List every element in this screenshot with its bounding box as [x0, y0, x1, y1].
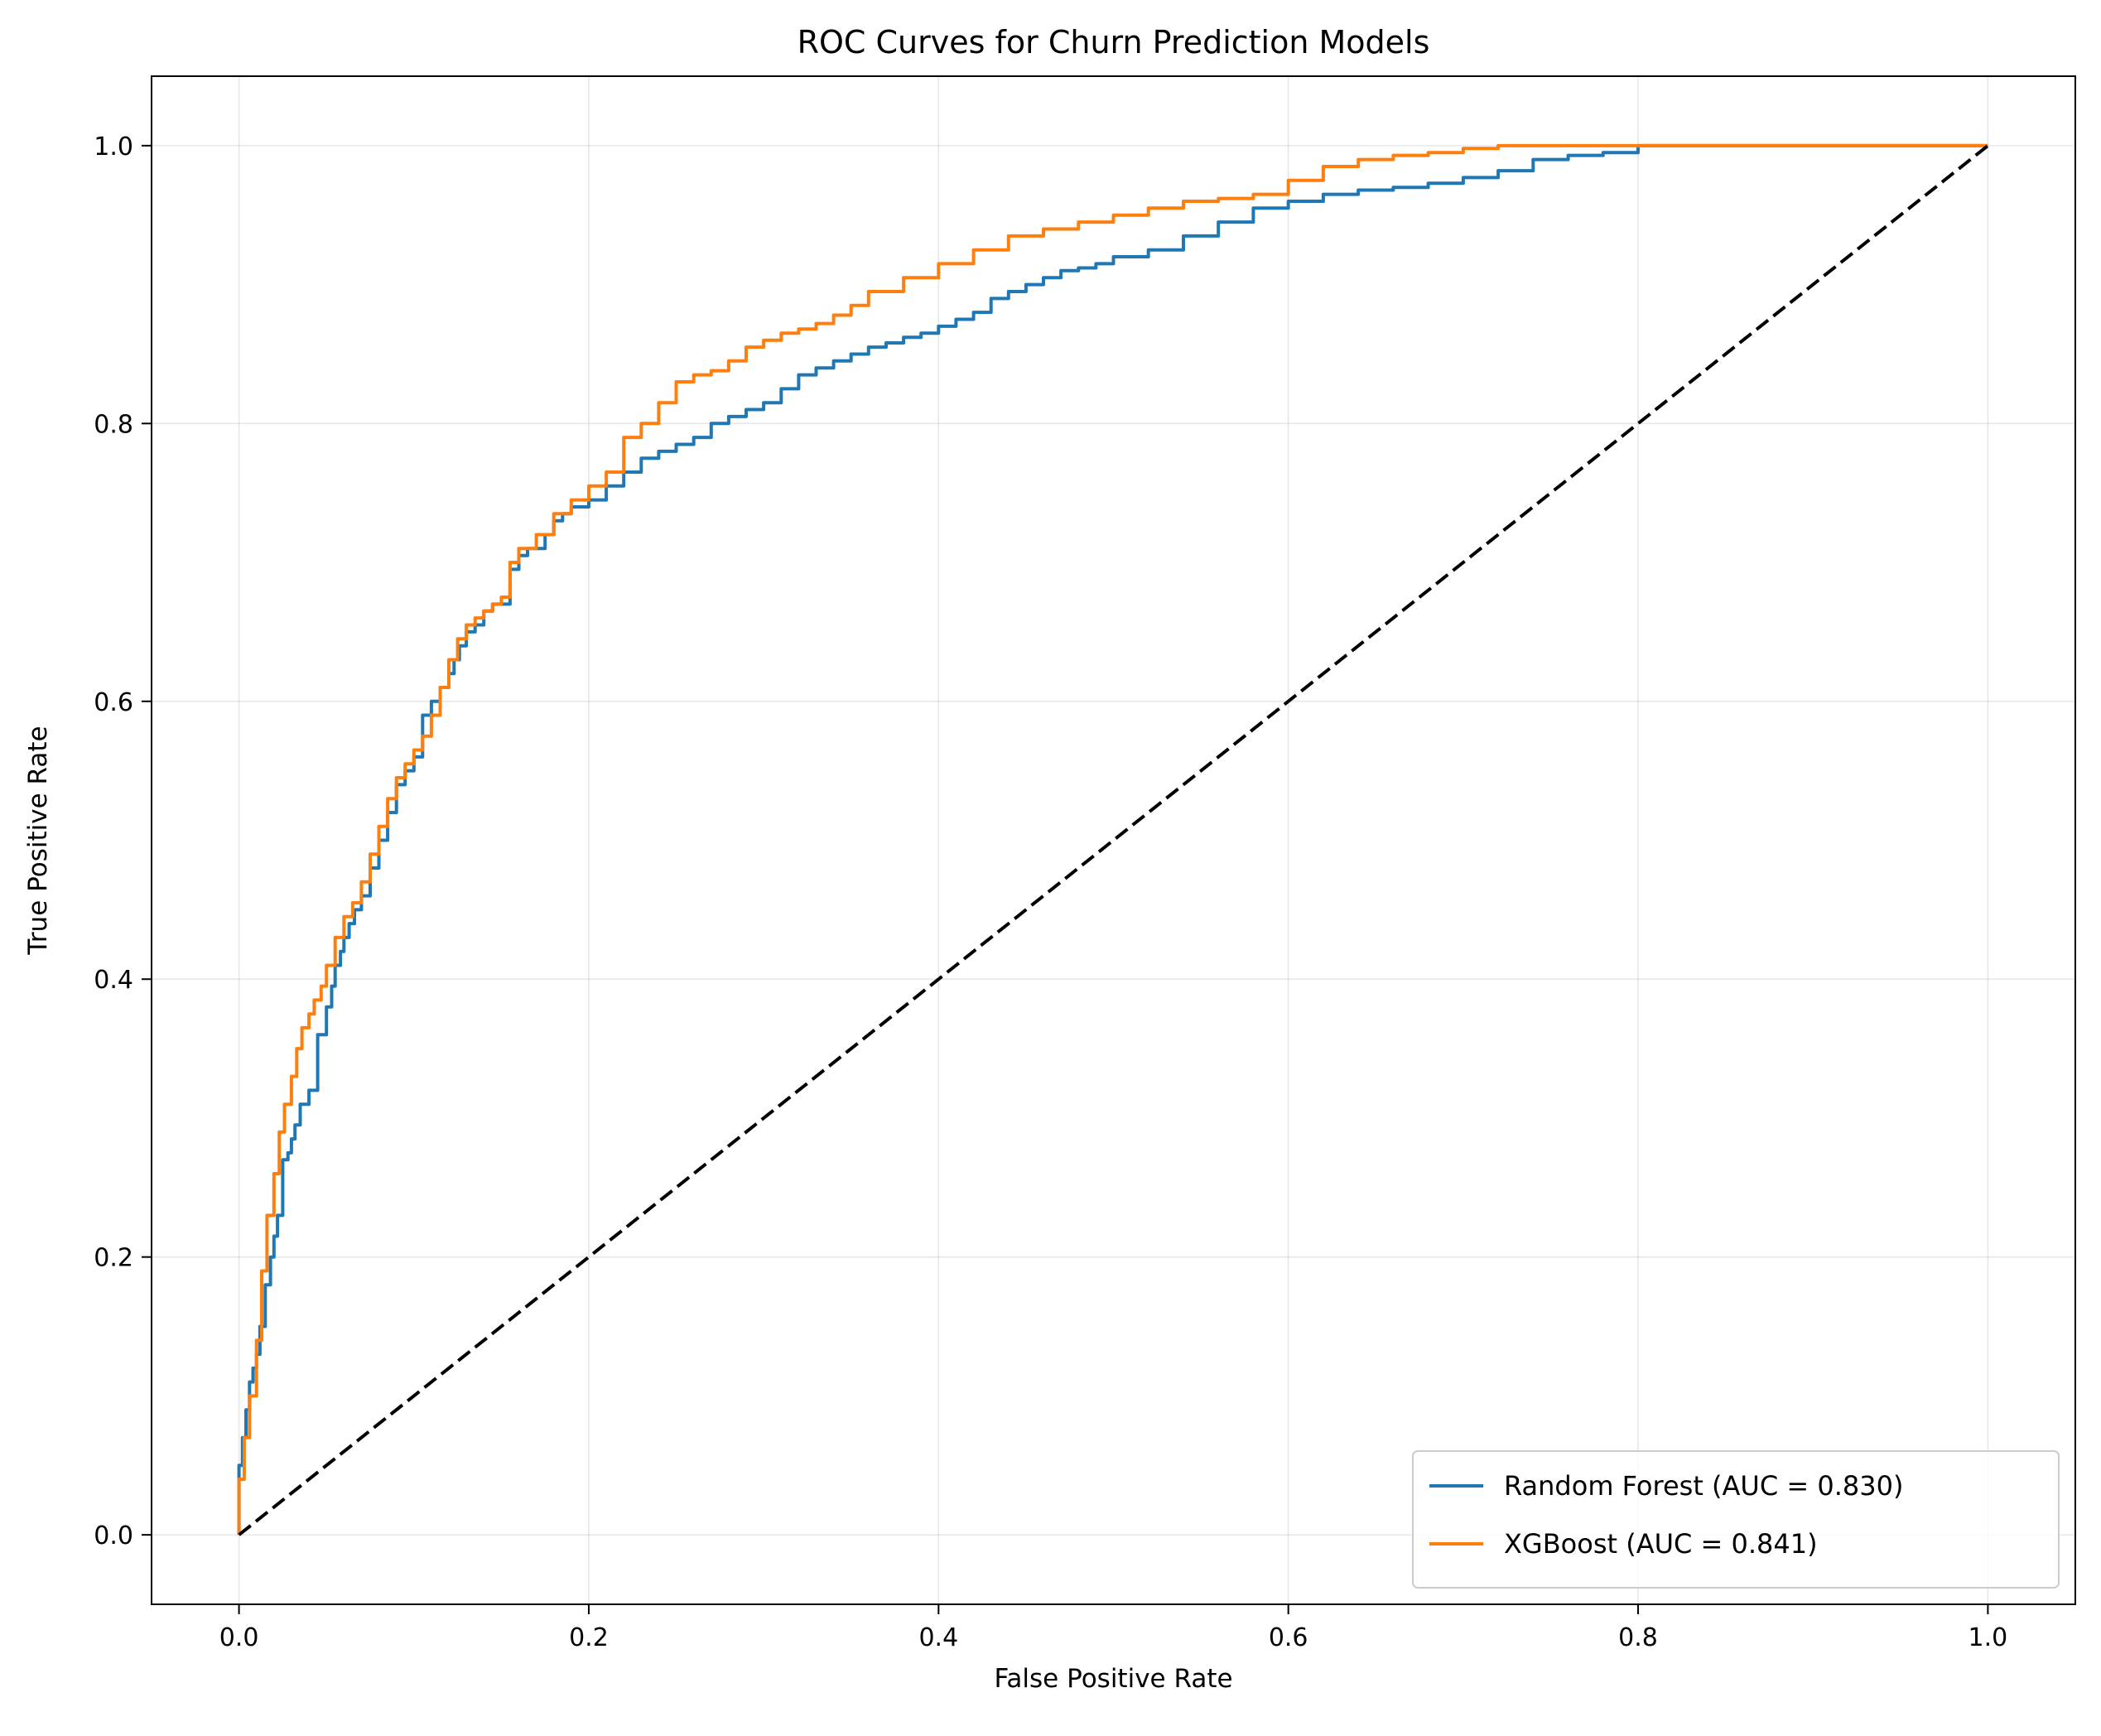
x-tick-label: 1.0 [1968, 1623, 2008, 1652]
x-tick-label: 0.8 [1618, 1623, 1658, 1652]
y-tick-label: 0.0 [94, 1521, 133, 1550]
x-tick-label: 0.6 [1269, 1623, 1308, 1652]
y-tick-label: 0.4 [94, 966, 133, 995]
x-tick-label: 0.4 [918, 1623, 958, 1652]
series-layer [237, 143, 1989, 1536]
y-axis-label: True Positive Rate [23, 726, 53, 955]
x-axis-label: False Positive Rate [994, 1664, 1232, 1694]
x-tick-label: 0.0 [219, 1623, 259, 1652]
y-tick-label: 0.6 [94, 688, 133, 717]
y-tick-label: 0.2 [94, 1244, 133, 1273]
diagonal-reference-line [238, 144, 1989, 1536]
y-tick-label: 0.8 [94, 410, 133, 439]
legend-entry: XGBoost (AUC = 0.841) [1504, 1528, 1818, 1560]
legend: Random Forest (AUC = 0.830) XGBoost (AUC … [1412, 1450, 2060, 1589]
y-tick-label: 1.0 [94, 133, 133, 162]
chart-title: ROC Curves for Churn Prediction Models [798, 24, 1430, 60]
ticks: 0.0 0.2 0.4 0.6 0.8 1.0 0.0 0.2 0.4 0.6 0.8 1.0 [94, 133, 2007, 1652]
series-line-0 [237, 143, 1988, 1536]
axes-frame [151, 75, 2076, 1605]
series-line-1 [237, 143, 1988, 1536]
legend-box [1412, 1450, 2060, 1589]
x-tick-label: 0.2 [569, 1623, 609, 1652]
legend-entry: Random Forest (AUC = 0.830) [1504, 1470, 1903, 1502]
